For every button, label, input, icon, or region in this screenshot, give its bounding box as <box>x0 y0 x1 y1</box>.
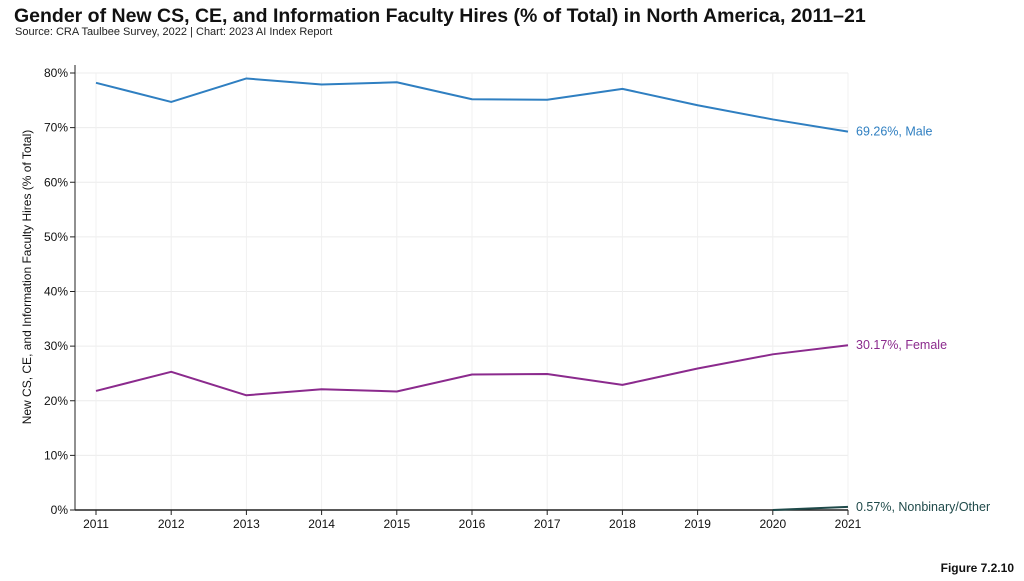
x-tick-label: 2011 <box>83 517 109 531</box>
y-tick-label: 50% <box>44 230 68 244</box>
end-label-male: 69.26%, Male <box>856 125 932 139</box>
x-tick-label: 2017 <box>534 517 561 531</box>
y-axis-label: New CS, CE, and Information Faculty Hire… <box>20 130 34 425</box>
x-tick-label: 2021 <box>835 517 862 531</box>
y-tick-label: 70% <box>44 121 68 135</box>
series-end-labels: 69.26%, Male 30.17%, Female 0.57%, Nonbina… <box>856 125 990 514</box>
series-line-nonbinary-other <box>772 505 849 511</box>
y-tick-label: 20% <box>44 394 68 408</box>
x-tick-label: 2014 <box>308 517 335 531</box>
x-tick-label: 2020 <box>759 517 786 531</box>
y-tick-label: 60% <box>44 175 68 189</box>
y-axis-ticks: 0% 10% 20% 30% 40% 50% 60% 70% 80% <box>44 66 75 517</box>
series-line-female <box>95 344 849 397</box>
y-tick-label: 80% <box>44 66 68 80</box>
x-axis-ticks: 2011 2012 2013 2014 2015 2016 2017 2018 2019 2020… <box>83 510 862 531</box>
series-line-male <box>95 77 849 133</box>
gridlines <box>75 72 849 510</box>
y-tick-label: 40% <box>44 285 68 299</box>
x-tick-label: 2013 <box>233 517 260 531</box>
chart-subtitle: Source: CRA Taulbee Survey, 2022 | Chart… <box>15 26 333 38</box>
x-tick-label: 2015 <box>383 517 410 531</box>
x-tick-label: 2012 <box>158 517 185 531</box>
end-label-nonbinary-other: 0.57%, Nonbinary/Other <box>856 500 990 514</box>
y-tick-label: 10% <box>44 448 68 462</box>
y-tick-label: 30% <box>44 339 68 353</box>
x-tick-label: 2019 <box>684 517 711 531</box>
series-lines <box>95 77 849 511</box>
y-tick-label: 0% <box>51 503 69 517</box>
chart-title: Gender of New CS, CE, and Information Fa… <box>14 5 866 27</box>
end-label-female: 30.17%, Female <box>856 338 947 352</box>
x-tick-label: 2016 <box>459 517 486 531</box>
axes <box>74 65 848 511</box>
figure-label: Figure 7.2.10 <box>940 561 1014 575</box>
x-tick-label: 2018 <box>609 517 636 531</box>
